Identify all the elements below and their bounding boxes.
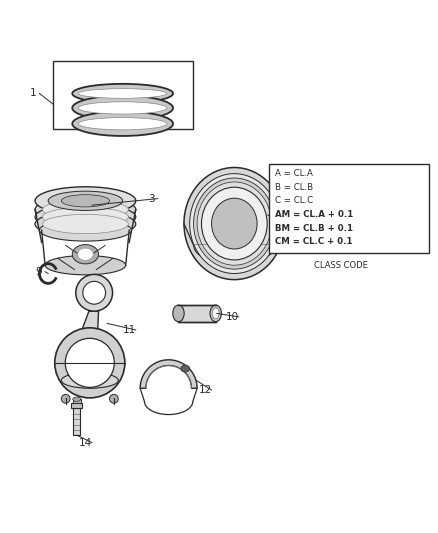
Ellipse shape: [48, 191, 123, 211]
Ellipse shape: [78, 248, 93, 260]
Ellipse shape: [184, 167, 285, 280]
Text: CLASS CODE: CLASS CODE: [314, 261, 368, 270]
Text: 12: 12: [198, 385, 212, 395]
Ellipse shape: [42, 200, 128, 219]
Ellipse shape: [76, 274, 113, 311]
Ellipse shape: [83, 281, 106, 304]
Ellipse shape: [72, 96, 173, 120]
Ellipse shape: [72, 245, 99, 264]
Ellipse shape: [201, 187, 267, 260]
Ellipse shape: [194, 178, 275, 269]
Text: A = CL.A: A = CL.A: [275, 169, 312, 178]
Ellipse shape: [65, 338, 114, 387]
Text: 1: 1: [29, 88, 36, 99]
Ellipse shape: [210, 305, 221, 322]
Text: 14: 14: [79, 438, 92, 448]
Bar: [278, 214, 285, 219]
Bar: [269, 164, 429, 253]
Ellipse shape: [197, 182, 272, 265]
Ellipse shape: [35, 204, 136, 230]
Text: 11: 11: [123, 325, 136, 335]
Bar: [53, 61, 193, 128]
Text: 3: 3: [148, 193, 155, 204]
Text: B = CL.B: B = CL.B: [275, 183, 313, 192]
Text: AM = CL.A + 0.1: AM = CL.A + 0.1: [275, 210, 353, 219]
Ellipse shape: [78, 118, 167, 130]
Polygon shape: [81, 311, 99, 332]
Ellipse shape: [73, 397, 81, 401]
Ellipse shape: [61, 394, 70, 403]
Ellipse shape: [61, 195, 110, 207]
Ellipse shape: [42, 214, 128, 233]
Bar: [278, 220, 285, 225]
Ellipse shape: [110, 394, 118, 403]
Ellipse shape: [61, 373, 118, 388]
Ellipse shape: [212, 308, 219, 319]
Bar: [179, 305, 216, 322]
Ellipse shape: [72, 111, 173, 136]
Ellipse shape: [78, 102, 167, 114]
Ellipse shape: [72, 84, 173, 103]
Bar: [73, 399, 81, 403]
Ellipse shape: [55, 328, 125, 398]
Ellipse shape: [78, 88, 167, 98]
Text: CM = CL.C + 0.1: CM = CL.C + 0.1: [275, 237, 352, 246]
Ellipse shape: [35, 187, 136, 215]
Polygon shape: [140, 360, 197, 388]
Text: 9: 9: [35, 266, 42, 277]
Ellipse shape: [35, 197, 136, 223]
Ellipse shape: [35, 211, 136, 237]
Bar: [71, 403, 82, 408]
Ellipse shape: [190, 174, 279, 273]
Text: C = CL.C: C = CL.C: [275, 197, 313, 206]
Ellipse shape: [45, 255, 126, 275]
Ellipse shape: [173, 305, 184, 322]
Ellipse shape: [181, 365, 190, 372]
Bar: [278, 227, 285, 232]
Ellipse shape: [194, 229, 275, 264]
Text: BM = CL.B + 0.1: BM = CL.B + 0.1: [275, 224, 353, 233]
Ellipse shape: [39, 219, 131, 241]
Text: 10: 10: [226, 312, 239, 322]
Bar: [73, 408, 80, 435]
Ellipse shape: [42, 207, 128, 227]
Polygon shape: [55, 363, 125, 381]
Ellipse shape: [212, 198, 257, 249]
